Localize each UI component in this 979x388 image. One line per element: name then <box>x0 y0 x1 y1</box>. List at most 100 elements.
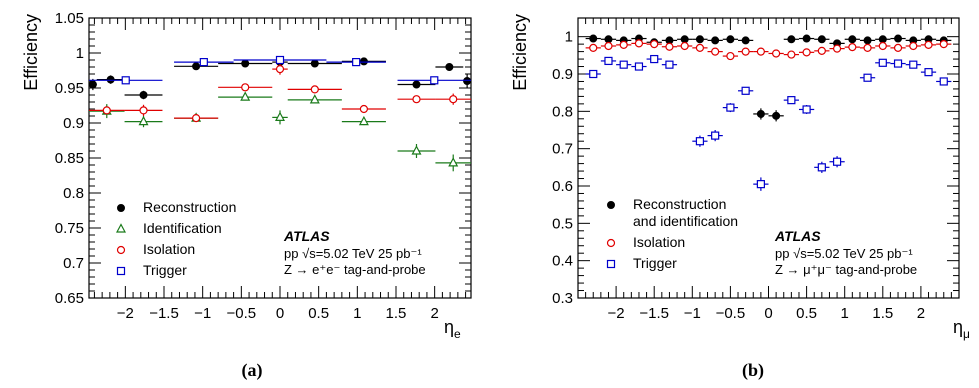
y-tick-label: 0.85 <box>55 150 84 167</box>
y-tick-label: 0.9 <box>552 66 573 83</box>
data-point <box>352 57 361 67</box>
data-point <box>275 64 285 74</box>
dataset-label: pp √s=5.02 TeV 25 pb⁻¹ <box>775 246 913 261</box>
data-point <box>680 41 689 51</box>
data-point <box>310 85 319 94</box>
chart-panel-a: 0.65 0.7 0.75 0.8 0.85 0.9 0.95 1 1.05 −2 −1.5 −1 −0… <box>21 10 472 381</box>
x-tick-label: 0 <box>276 305 284 322</box>
panel-caption: (a) <box>242 360 263 381</box>
data-point <box>711 36 720 45</box>
y-tick-label: 0.8 <box>552 103 573 120</box>
data-point <box>411 145 422 155</box>
data-point <box>817 35 826 44</box>
data-point <box>817 163 826 172</box>
y-tick-label: 0.95 <box>55 80 84 97</box>
data-point <box>832 157 842 166</box>
y-tick-label: 0.65 <box>55 290 84 307</box>
data-point <box>878 41 887 51</box>
chart-panel-b: 0.3 0.4 0.5 0.6 0.7 0.8 0.9 1 −2 −1.5 −1 −0.5 0 0.5 1 1… <box>510 14 970 381</box>
data-point <box>741 47 750 56</box>
legend-marker <box>606 259 616 269</box>
data-point <box>695 137 705 146</box>
data-point <box>619 60 628 69</box>
data-point <box>240 91 251 101</box>
atlas-label: ATLAS <box>283 228 330 244</box>
legend-marker <box>606 238 616 248</box>
data-point <box>680 35 689 44</box>
y-tick-label: 0.4 <box>552 253 573 270</box>
legend-label: and identification <box>633 213 738 229</box>
data-point <box>787 35 796 44</box>
data-point <box>924 40 933 49</box>
x-tick-label: −1 <box>194 305 211 322</box>
series-isolation <box>89 63 471 123</box>
data-point <box>863 36 872 45</box>
data-point <box>139 91 148 99</box>
atlas-annotation: ATLAS pp √s=5.02 TeV 25 pb⁻¹Z → μ⁺μ⁻ tag-… <box>774 228 917 277</box>
y-tick-label: 0.6 <box>552 178 573 195</box>
data-point <box>139 106 148 115</box>
data-point <box>412 80 421 89</box>
x-tick-label: −1 <box>684 305 701 322</box>
x-tick-label: −0.5 <box>716 305 746 322</box>
data-point <box>695 43 705 52</box>
data-point <box>772 49 781 58</box>
x-tick-label: −2 <box>608 305 625 322</box>
data-point <box>604 56 613 66</box>
data-point <box>650 54 659 64</box>
series-trigger <box>585 54 952 191</box>
data-point <box>939 40 948 49</box>
series-reconstruction <box>88 57 472 100</box>
x-axis-label: ηe <box>444 317 461 341</box>
data-point <box>909 60 918 69</box>
y-tick-label: 0.3 <box>552 290 573 307</box>
y-tick-label: 1.05 <box>55 10 84 27</box>
data-point <box>604 35 613 44</box>
data-point <box>726 103 735 112</box>
data-point <box>894 34 903 43</box>
data-point <box>711 131 720 140</box>
x-tick-label: 1 <box>841 305 849 322</box>
legend-label: Trigger <box>633 255 677 271</box>
x-tick-label: −0.5 <box>227 305 257 322</box>
data-point <box>589 43 598 52</box>
data-point <box>463 77 472 85</box>
data-point <box>241 59 250 68</box>
y-tick-label: 1 <box>76 45 84 62</box>
data-point <box>832 44 842 53</box>
data-point <box>310 59 319 68</box>
data-point <box>741 86 750 95</box>
data-point <box>756 180 765 189</box>
data-point <box>863 73 872 82</box>
data-point <box>106 75 115 84</box>
y-tick-label: 0.7 <box>552 141 573 158</box>
legend-marker <box>116 266 126 276</box>
data-point <box>802 34 811 43</box>
x-tick-label: 1 <box>353 305 361 322</box>
data-point <box>787 50 796 59</box>
x-tick-label: 0.5 <box>308 305 329 322</box>
legend-marker <box>607 201 615 209</box>
atlas-label: ATLAS <box>774 228 821 244</box>
legend-marker <box>117 204 125 212</box>
data-point <box>309 94 320 104</box>
legend-label: Isolation <box>633 234 685 250</box>
data-point <box>893 59 903 68</box>
data-point <box>711 47 720 56</box>
data-point <box>449 95 458 104</box>
data-point <box>359 104 369 114</box>
data-point <box>772 111 781 120</box>
legend-label: Reconstruction <box>143 199 236 215</box>
legend-marker <box>116 245 126 255</box>
data-point <box>412 95 421 104</box>
y-axis-label: Efficiency <box>21 14 41 91</box>
series-identification <box>89 91 471 172</box>
data-point <box>863 43 872 52</box>
data-point <box>275 111 285 122</box>
y-tick-label: 1 <box>565 29 573 46</box>
y-tick-label: 0.75 <box>55 220 84 237</box>
legend-marker <box>116 223 126 233</box>
data-point <box>924 68 933 77</box>
data-point <box>358 115 369 126</box>
